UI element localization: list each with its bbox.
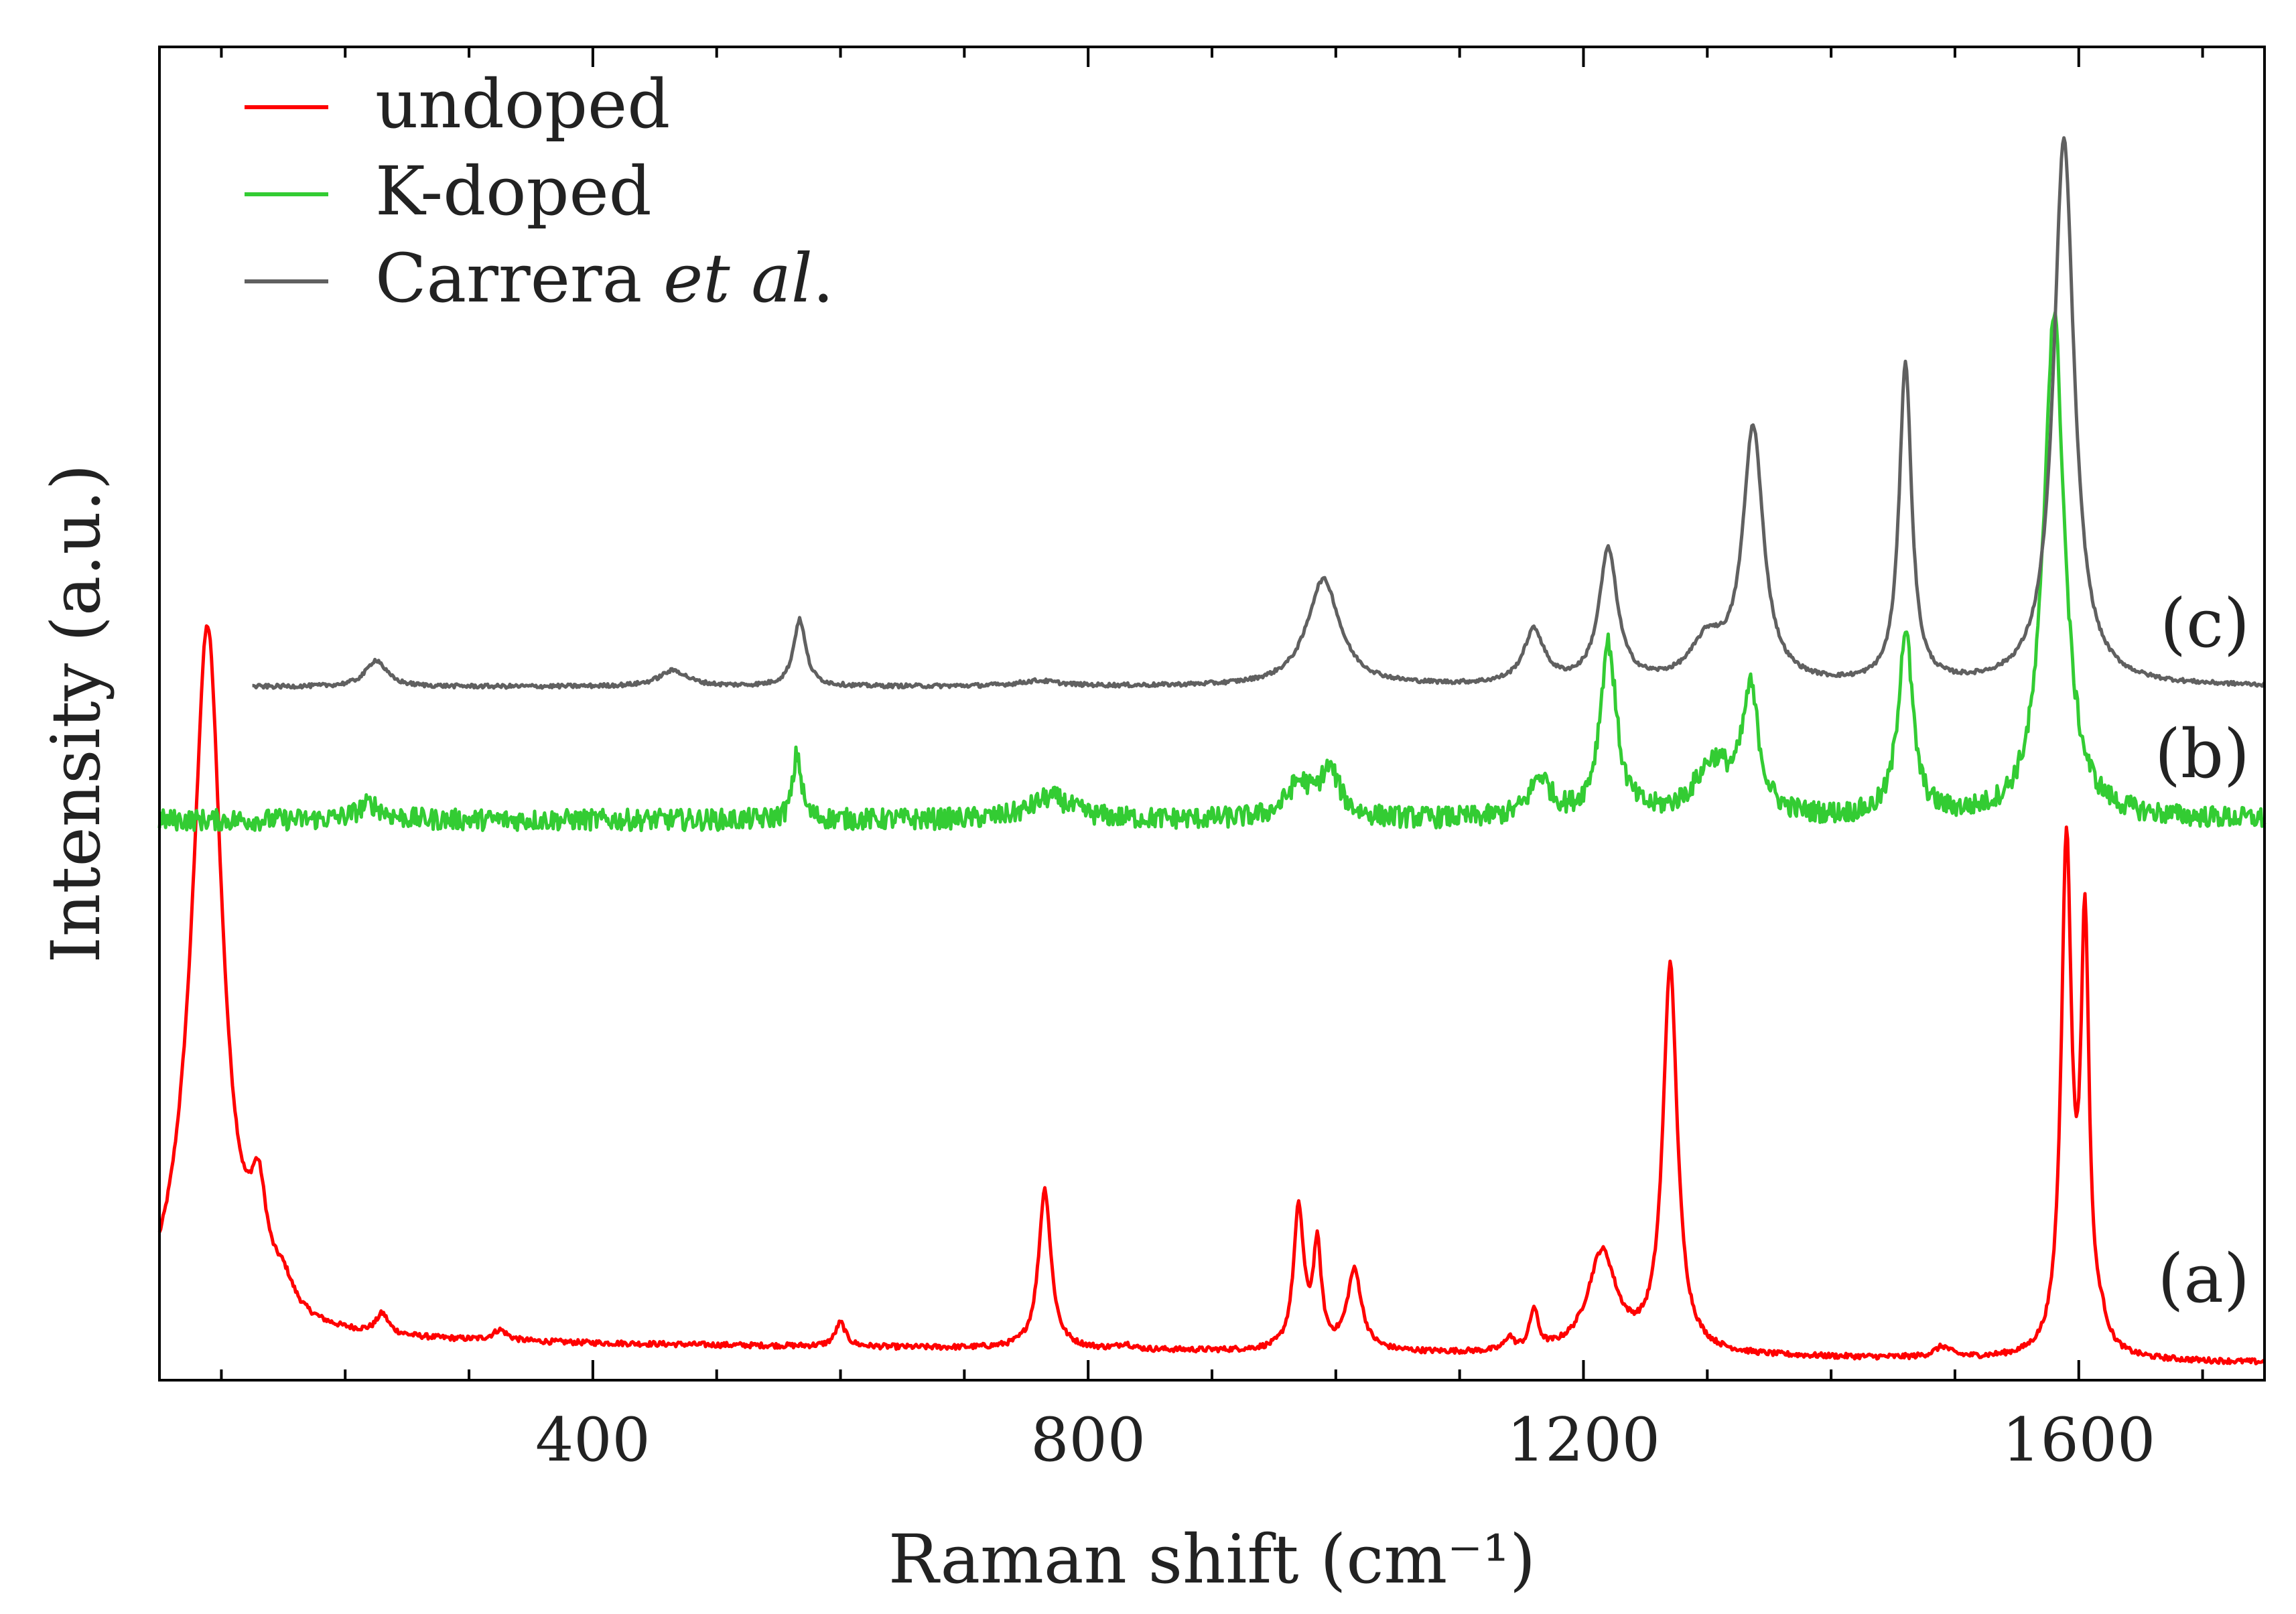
x-tick-label-800: 800 xyxy=(1030,1405,1146,1475)
x-axis-label: Raman shift (cm⁻¹) xyxy=(888,1520,1536,1599)
legend: undoped K-doped Carrera et al. xyxy=(245,65,834,318)
legend-label-k-doped: K-doped xyxy=(375,152,652,230)
series-label-c: (c) xyxy=(2160,584,2250,663)
series-label-b: (b) xyxy=(2155,715,2250,793)
series-label-a: (a) xyxy=(2157,1239,2250,1318)
tick-layer: 400 800 1200 1600 xyxy=(220,47,2204,1475)
series-layer xyxy=(157,136,2267,1365)
plot-area-frame xyxy=(158,46,2266,1382)
legend-label-carrera: Carrera et al. xyxy=(375,239,834,318)
series-label-layer: (a) (b) (c) xyxy=(2155,584,2250,1318)
x-tick-label-1600: 1600 xyxy=(2002,1405,2155,1475)
series-line-k-doped xyxy=(157,310,2267,833)
x-tick-label-400: 400 xyxy=(535,1405,651,1475)
legend-label-undoped: undoped xyxy=(375,65,670,143)
series-line-carrera-et-al- xyxy=(252,136,2267,690)
y-axis-label: Intensity (a.u.) xyxy=(37,464,115,963)
series-line-undoped xyxy=(157,624,2267,1365)
x-tick-label-1200: 1200 xyxy=(1507,1405,1660,1475)
